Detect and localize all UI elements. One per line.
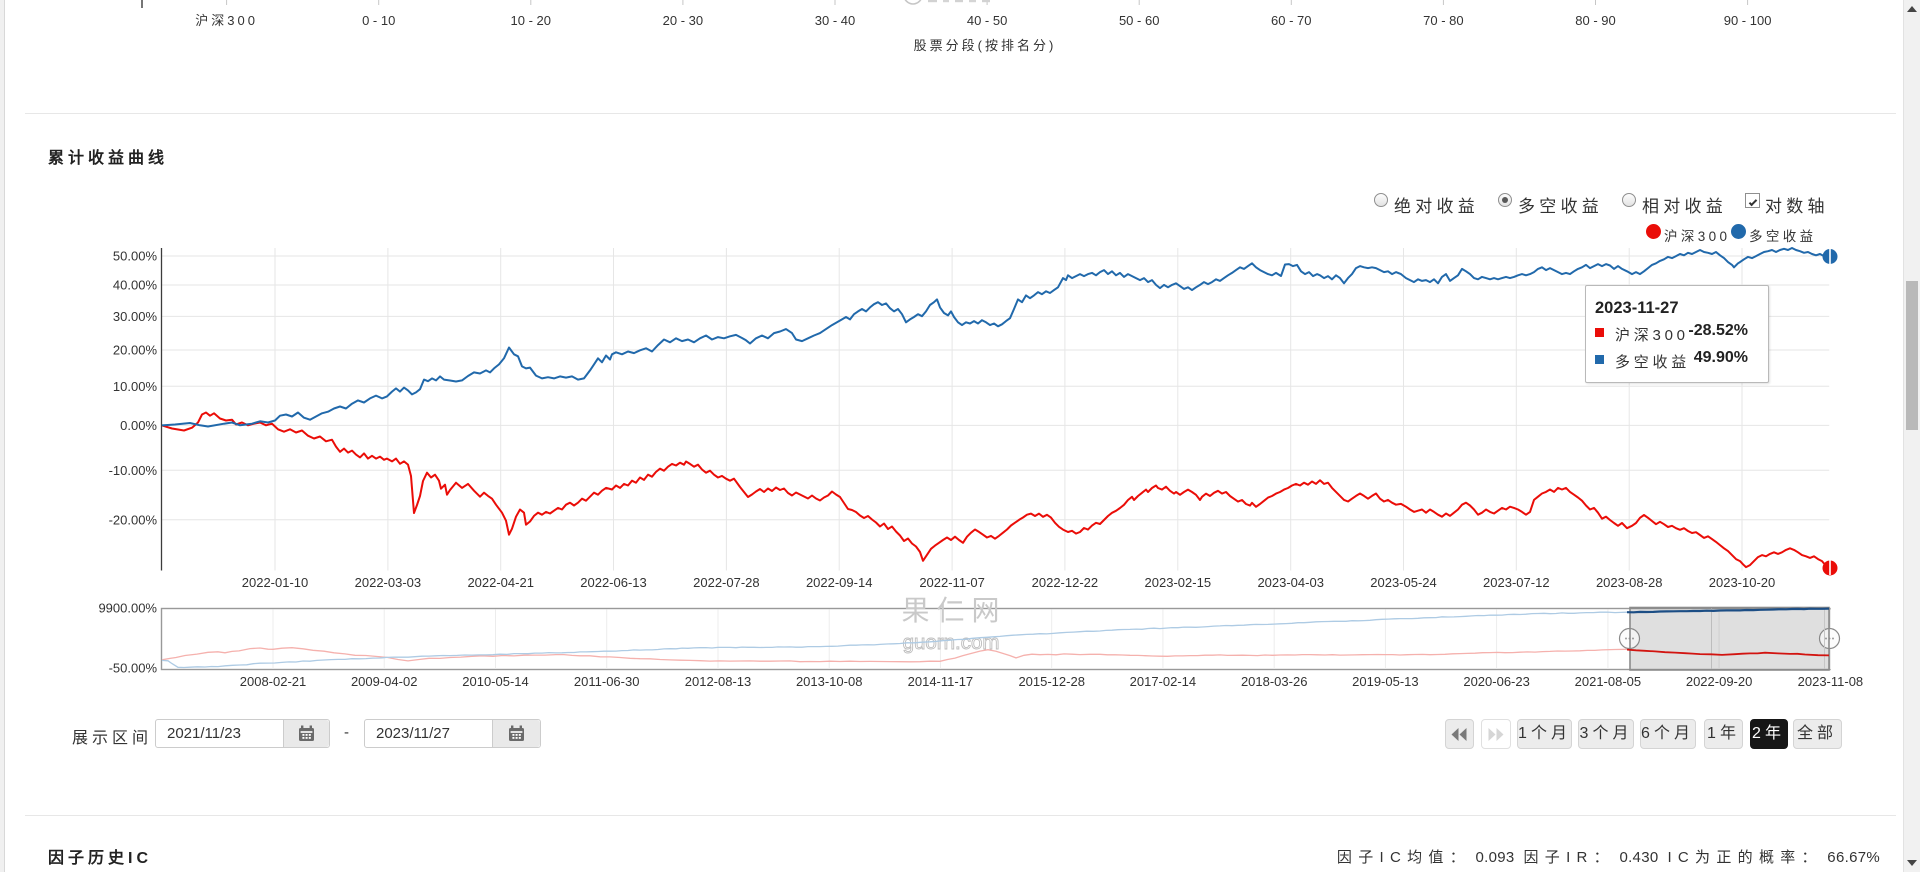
svg-text:2009-04-02: 2009-04-02 xyxy=(351,674,418,689)
svg-text:-50.00%: -50.00% xyxy=(109,661,158,676)
svg-text:10.00%: 10.00% xyxy=(113,379,158,394)
svg-text:2014-11-17: 2014-11-17 xyxy=(908,674,974,689)
svg-text:2008-02-21: 2008-02-21 xyxy=(240,674,307,689)
svg-text:-20.00%: -20.00% xyxy=(109,512,158,527)
svg-text:2022-01-10: 2022-01-10 xyxy=(242,575,309,590)
svg-text:2022-04-21: 2022-04-21 xyxy=(467,575,534,590)
svg-text:30.00%: 30.00% xyxy=(113,309,158,324)
svg-text:90 - 100: 90 - 100 xyxy=(1724,13,1772,28)
svg-text:40.00%: 40.00% xyxy=(113,278,158,293)
svg-text:10 - 20: 10 - 20 xyxy=(511,13,551,28)
svg-text:2018-03-26: 2018-03-26 xyxy=(1241,674,1308,689)
svg-text:-10.00%: -10.00% xyxy=(109,463,158,478)
svg-text:2023-11-08: 2023-11-08 xyxy=(1798,674,1864,689)
svg-text:2022-06-13: 2022-06-13 xyxy=(580,575,647,590)
svg-text:2012-08-13: 2012-08-13 xyxy=(685,674,752,689)
svg-text:0 - 10: 0 - 10 xyxy=(362,13,395,28)
svg-text:50 - 60: 50 - 60 xyxy=(1119,13,1159,28)
svg-text:70 - 80: 70 - 80 xyxy=(1423,13,1463,28)
svg-text:20 - 30: 20 - 30 xyxy=(663,13,703,28)
svg-text:2023-05-24: 2023-05-24 xyxy=(1370,575,1437,590)
svg-text:2022-03-03: 2022-03-03 xyxy=(355,575,422,590)
svg-text:20.00%: 20.00% xyxy=(113,343,158,358)
svg-text:2019-05-13: 2019-05-13 xyxy=(1352,674,1419,689)
svg-text:2022-12-22: 2022-12-22 xyxy=(1032,575,1099,590)
svg-text:果仁网: 果仁网 xyxy=(901,595,1006,626)
svg-text:2023-07-12: 2023-07-12 xyxy=(1483,575,1550,590)
svg-text:40 - 50: 40 - 50 xyxy=(967,13,1007,28)
svg-text:50.00%: 50.00% xyxy=(113,249,158,264)
svg-text:2015-12-28: 2015-12-28 xyxy=(1018,674,1085,689)
svg-text:2023-10-20: 2023-10-20 xyxy=(1709,575,1776,590)
svg-text:guorn.com: guorn.com xyxy=(903,631,1000,654)
svg-text:60 - 70: 60 - 70 xyxy=(1271,13,1311,28)
svg-text:2023-04-03: 2023-04-03 xyxy=(1257,575,1324,590)
svg-text:2011-06-30: 2011-06-30 xyxy=(574,674,640,689)
svg-text:2020-06-23: 2020-06-23 xyxy=(1463,674,1530,689)
svg-text:2022-07-28: 2022-07-28 xyxy=(693,575,760,590)
svg-text:2023-08-28: 2023-08-28 xyxy=(1596,575,1663,590)
svg-text:沪深300: 沪深300 xyxy=(195,13,258,28)
svg-text:2013-10-08: 2013-10-08 xyxy=(796,674,863,689)
svg-text:80 - 90: 80 - 90 xyxy=(1575,13,1615,28)
svg-text:2022-09-14: 2022-09-14 xyxy=(806,575,873,590)
svg-text:2017-02-14: 2017-02-14 xyxy=(1130,674,1197,689)
svg-text:2022-09-20: 2022-09-20 xyxy=(1686,674,1753,689)
svg-text:0.00%: 0.00% xyxy=(120,418,157,433)
svg-text:股票分段(按排名分): 股票分段(按排名分) xyxy=(914,38,1057,53)
svg-text:2021-08-05: 2021-08-05 xyxy=(1575,674,1642,689)
svg-text:2023-02-15: 2023-02-15 xyxy=(1145,575,1212,590)
svg-text:2022-11-07: 2022-11-07 xyxy=(919,575,985,590)
svg-text:30 - 40: 30 - 40 xyxy=(815,13,855,28)
svg-text:2010-05-14: 2010-05-14 xyxy=(462,674,529,689)
svg-text:9900.00%: 9900.00% xyxy=(98,601,157,616)
